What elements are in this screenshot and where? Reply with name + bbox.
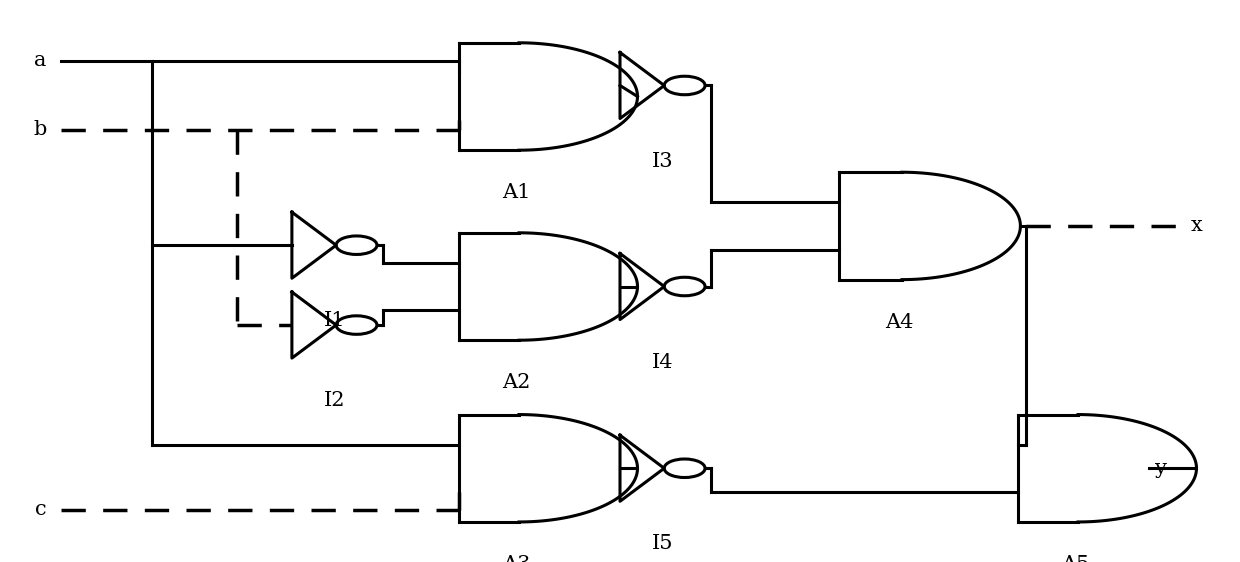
Text: A2: A2 [502,373,531,392]
Text: c: c [35,500,46,519]
Text: I5: I5 [652,534,673,554]
Text: b: b [33,120,46,139]
Text: I4: I4 [652,352,673,371]
Text: I3: I3 [652,152,673,171]
Text: A3: A3 [502,555,531,562]
Text: x: x [1192,216,1203,235]
Text: I2: I2 [324,391,345,410]
Text: a: a [33,51,46,70]
Text: A4: A4 [885,312,914,332]
Text: I1: I1 [324,311,345,330]
Text: A5: A5 [1061,555,1090,562]
Text: A1: A1 [502,183,531,202]
Text: y: y [1154,459,1167,478]
